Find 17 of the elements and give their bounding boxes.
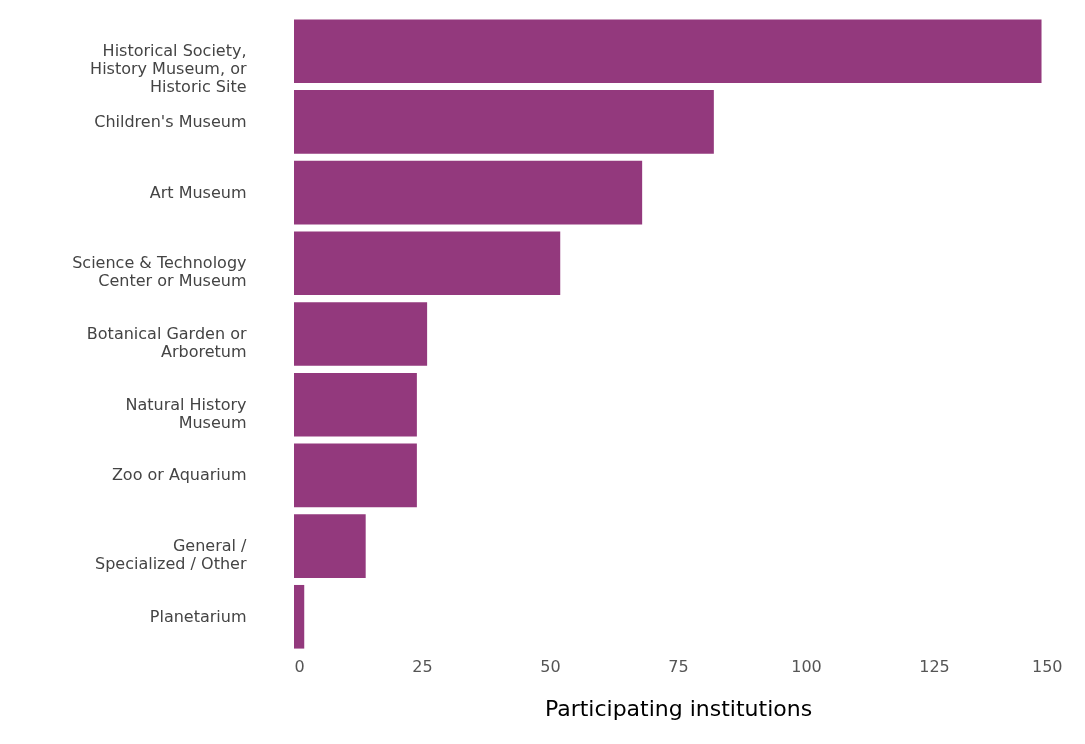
y-tick-label: General / Specialized / Other [95, 536, 248, 574]
x-tick-label: 25 [412, 656, 433, 676]
y-tick-label: Zoo or Aquarium [111, 465, 247, 485]
y-tick-label: Art Museum [149, 182, 247, 202]
y-tick-label: Planetarium [149, 606, 247, 626]
x-tick-label: 75 [668, 656, 689, 676]
y-tick-label: Science & Technology Center or Museum [72, 253, 247, 291]
x-tick-label: 100 [791, 656, 822, 676]
y-tick-label: Natural History Museum [125, 394, 247, 432]
x-axis-title: Participating institutions [544, 695, 813, 721]
x-tick-label: 0 [294, 656, 305, 676]
x-tick-label: 50 [540, 656, 561, 676]
y-tick-label: Historical Society, History Museum, or Historic Site [90, 41, 247, 97]
x-tick-label: 150 [1031, 656, 1063, 676]
y-tick-label: Children's Museum [94, 111, 247, 131]
y-tick-label: Botanical Garden or Arboretum [86, 324, 247, 361]
x-tick-label: 125 [919, 656, 950, 676]
